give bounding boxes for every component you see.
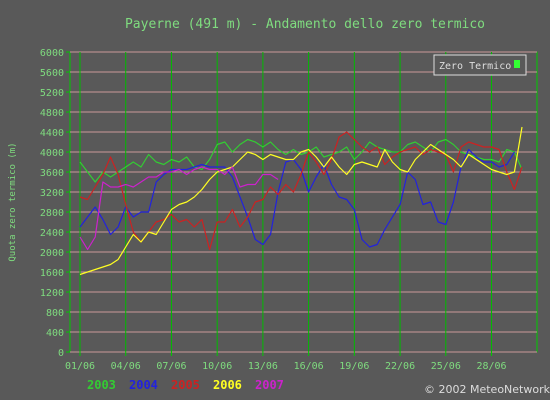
grid — [70, 51, 537, 353]
legend-box: Zero Termico — [433, 54, 527, 76]
x-tick-label: 10/06 — [202, 361, 232, 372]
series-line-2007 — [79, 166, 279, 251]
series-line-2005 — [79, 131, 523, 251]
y-axis-ticks: 0 400 800 1200 1600 2000 2400 2800 3200 3600 4000 4… — [40, 48, 70, 359]
x-tick-label: 16/06 — [294, 361, 324, 372]
y-tick-label: 2000 — [40, 248, 64, 259]
series-line-2004 — [79, 148, 515, 248]
x-tick-label: 19/06 — [339, 361, 369, 372]
year-legend: 2003 2004 2005 2006 2007 — [87, 378, 284, 392]
x-tick-label: 13/06 — [248, 361, 278, 372]
x-tick-label: 22/06 — [385, 361, 415, 372]
y-tick-label: 1600 — [40, 268, 64, 279]
y-axis-label: Quota zero termico (m) — [8, 142, 18, 261]
year-legend-2005: 2005 — [171, 378, 200, 392]
legend-swatch — [514, 60, 520, 68]
y-tick-label: 0 — [58, 348, 64, 359]
y-tick-label: 400 — [46, 328, 64, 339]
plot-area — [69, 51, 538, 353]
chart-title: Payerne (491 m) - Andamento dello zero t… — [125, 17, 485, 32]
y-tick-label: 4400 — [40, 128, 64, 139]
y-tick-label: 2400 — [40, 228, 64, 239]
x-tick-label: 01/06 — [65, 361, 95, 372]
y-tick-label: 6000 — [40, 48, 64, 59]
y-tick-label: 3200 — [40, 188, 64, 199]
y-tick-label: 4000 — [40, 148, 64, 159]
x-axis-ticks: 01/06 04/06 07/06 10/06 13/06 16/06 19/06 22/06… — [65, 352, 507, 372]
y-tick-label: 2800 — [40, 208, 64, 219]
x-tick-label: 07/06 — [156, 361, 186, 372]
year-legend-2007: 2007 — [255, 378, 284, 392]
y-tick-label: 5600 — [40, 68, 64, 79]
y-tick-label: 800 — [46, 308, 64, 319]
series-line-2006 — [79, 126, 523, 276]
y-tick-label: 1200 — [40, 288, 64, 299]
y-tick-label: 5200 — [40, 88, 64, 99]
year-legend-2004: 2004 — [129, 378, 158, 392]
y-tick-label: 4800 — [40, 108, 64, 119]
y-tick-label: 3600 — [40, 168, 64, 179]
watermark: © 2002 MeteoNetwork — [424, 383, 550, 396]
series-lines — [79, 126, 523, 276]
year-legend-2006: 2006 — [213, 378, 242, 392]
legend-label: Zero Termico — [439, 61, 511, 72]
series-line-2003 — [79, 138, 523, 183]
x-tick-label: 04/06 — [111, 361, 141, 372]
x-tick-label: 28/06 — [476, 361, 506, 372]
x-tick-label: 25/06 — [431, 361, 461, 372]
year-legend-2003: 2003 — [87, 378, 116, 392]
